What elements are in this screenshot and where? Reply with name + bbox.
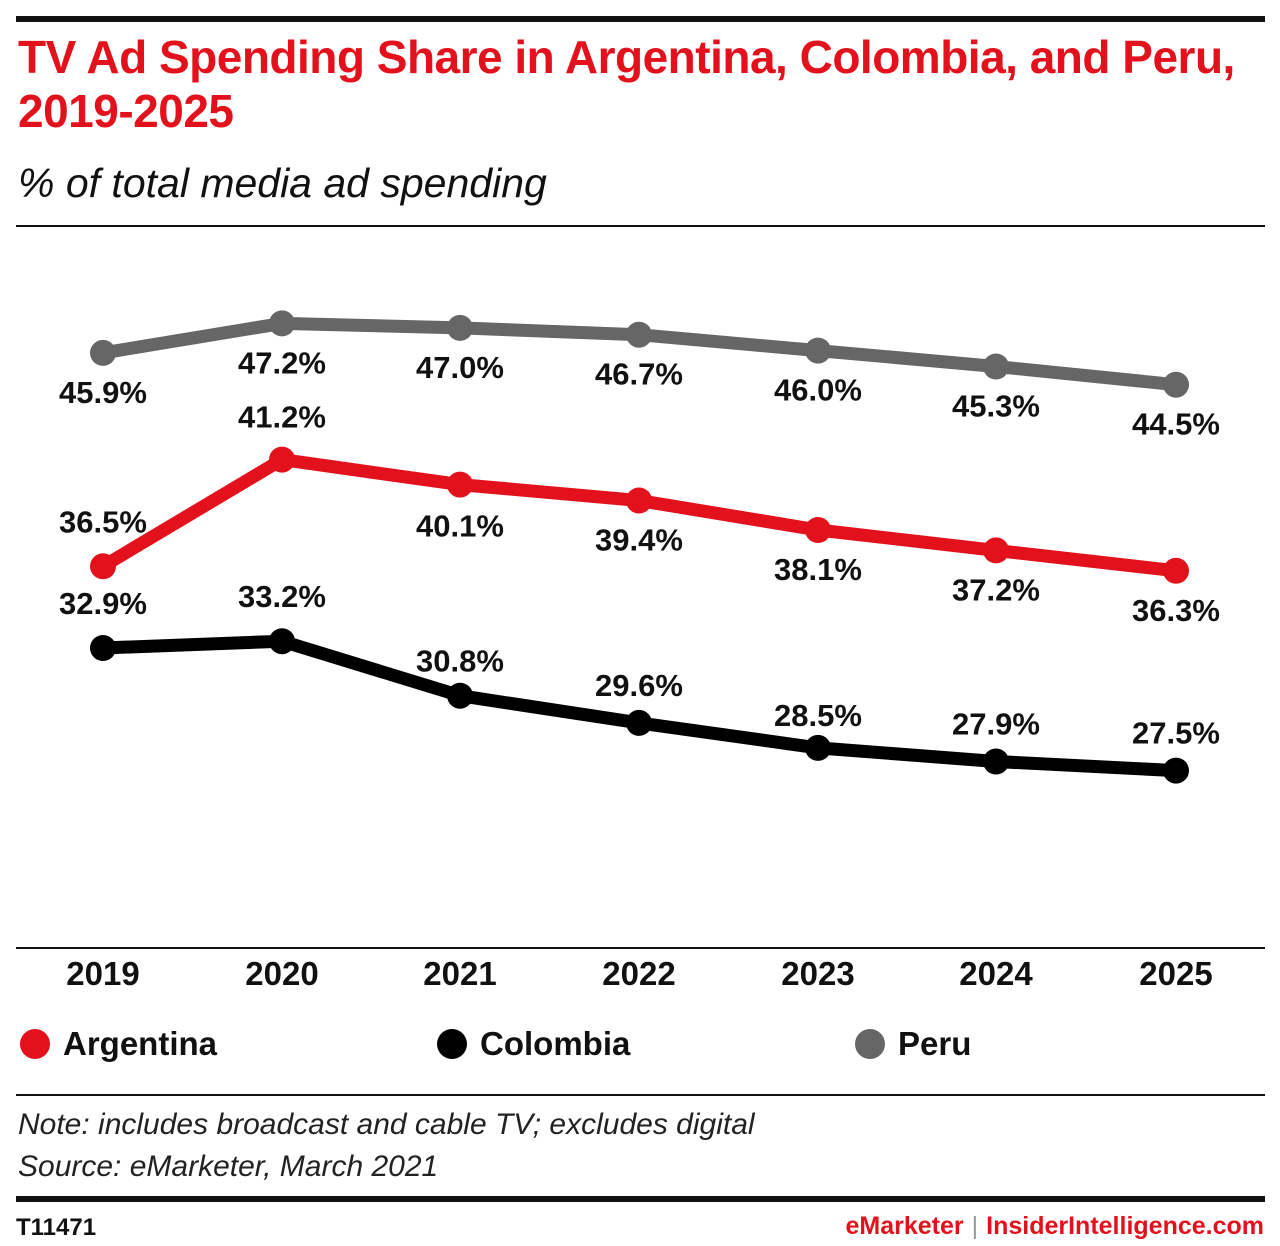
data-point-argentina-2022 [626,487,652,514]
legend-item-peru: Peru [855,1022,971,1066]
data-label-argentina-2021: 40.1% [416,509,504,544]
x-tick-label-2025: 2025 [1139,955,1212,992]
x-tick-label-2021: 2021 [423,955,496,992]
chart-source: Source: eMarketer, March 2021 [18,1150,439,1183]
data-label-colombia-2022: 29.6% [595,668,683,703]
brand-insiderintelligence: InsiderIntelligence.com [986,1212,1264,1240]
brand-emarketer: eMarketer [845,1212,964,1240]
data-label-peru-2024: 45.3% [952,389,1040,424]
data-point-colombia-2025 [1163,757,1189,784]
data-label-peru-2022: 46.7% [595,357,683,392]
data-point-colombia-2020 [269,628,295,655]
data-point-colombia-2024 [983,748,1009,775]
chart-title: TV Ad Spending Share in Argentina, Colom… [18,31,1235,137]
data-label-argentina-2020: 41.2% [238,400,326,435]
legend-swatch-colombia [437,1029,467,1059]
x-tick-label-2020: 2020 [245,955,318,992]
x-tick-label-2019: 2019 [66,955,139,992]
legend-item-argentina: Argentina [20,1022,217,1066]
data-point-argentina-2025 [1163,557,1189,584]
legend-label-colombia: Colombia [480,1025,631,1062]
data-point-argentina-2023 [805,517,831,543]
data-label-colombia-2019: 32.9% [59,586,147,621]
data-label-colombia-2020: 33.2% [238,579,326,614]
legend-swatch-peru [855,1029,885,1059]
chart-id: T11471 [16,1214,97,1241]
x-tick-label-2022: 2022 [602,955,675,992]
data-label-argentina-2025: 36.3% [1132,593,1220,628]
data-point-peru-2024 [983,353,1009,380]
data-point-argentina-2020 [269,446,295,473]
legend-label-peru: Peru [898,1025,972,1062]
chart-note: Note: includes broadcast and cable TV; e… [18,1108,755,1141]
data-point-argentina-2021 [447,471,473,498]
data-label-colombia-2024: 27.9% [952,707,1040,742]
data-label-colombia-2025: 27.5% [1132,716,1220,751]
data-label-peru-2021: 47.0% [416,350,504,385]
legend-swatch-argentina [20,1029,50,1059]
data-label-argentina-2019: 36.5% [59,504,147,539]
data-point-colombia-2022 [626,709,652,736]
data-labels: 45.9% 47.2% 47.0% 46.7% 46.0% 45.3% 44.5% 36.5%… [59,345,1220,750]
brand-separator: | [971,1212,979,1240]
data-label-colombia-2023: 28.5% [774,698,862,733]
x-axis-ticks: 2019 2020 2021 2022 2023 2024 2025 [66,955,1212,992]
data-point-argentina-2024 [983,537,1009,564]
data-point-peru-2022 [626,321,652,348]
data-point-colombia-2023 [805,734,831,761]
footer-brand: eMarketer | InsiderIntelligence.com [846,1212,1265,1241]
data-point-colombia-2019 [90,635,116,661]
data-point-peru-2025 [1163,371,1189,398]
data-label-colombia-2021: 30.8% [416,644,504,679]
data-label-peru-2019: 45.9% [59,375,147,410]
data-point-peru-2019 [90,339,116,366]
data-label-argentina-2023: 38.1% [774,552,862,587]
data-point-peru-2023 [805,337,831,364]
data-point-peru-2021 [447,314,473,341]
notes-rule [16,1094,1265,1096]
data-label-argentina-2024: 37.2% [952,572,1040,607]
data-label-argentina-2022: 39.4% [595,523,683,558]
subtitle-rule [16,225,1265,227]
data-label-peru-2020: 47.2% [238,345,326,380]
x-tick-label-2023: 2023 [781,955,854,992]
series-points [90,310,1189,784]
data-label-peru-2023: 46.0% [774,373,862,408]
data-point-peru-2020 [269,310,295,337]
x-tick-label-2024: 2024 [959,955,1033,992]
legend-item-colombia: Colombia [437,1022,630,1066]
data-point-argentina-2019 [90,553,116,580]
legend-label-argentina: Argentina [63,1025,218,1062]
chart-subtitle: % of total media ad spending [18,160,547,206]
top-rule [16,16,1265,22]
line-chart: 45.9% 47.2% 47.0% 46.7% 46.0% 45.3% 44.5% 36.5%… [16,310,1265,992]
data-label-peru-2025: 44.5% [1132,407,1220,442]
data-point-colombia-2021 [447,682,473,709]
footer-rule [16,1196,1265,1202]
